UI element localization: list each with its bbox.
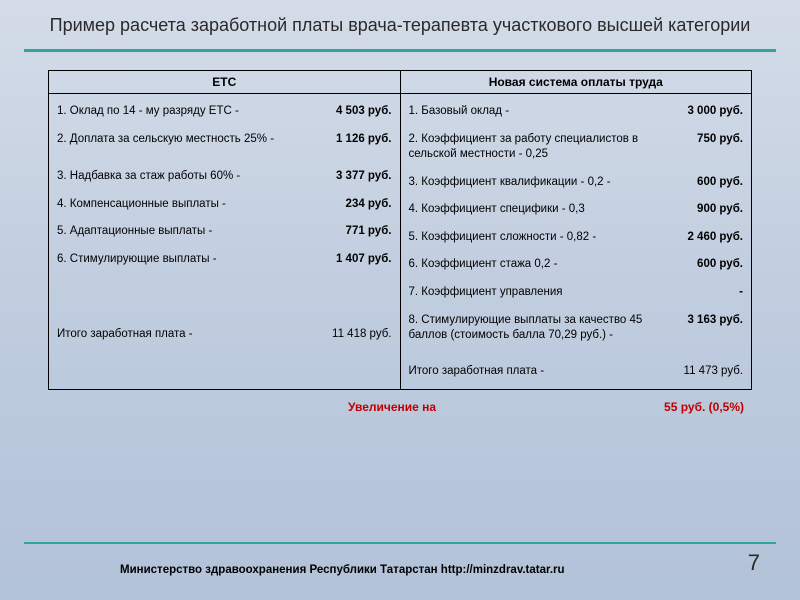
table-row: 8. Стимулирующие выплаты за качество 45 … <box>407 307 746 350</box>
right-column: 1. Базовый оклад -3 000 руб. 2. Коэффици… <box>400 94 752 390</box>
increase-line: Увеличение на 55 руб. (0,5%) <box>48 400 752 414</box>
table-row: 4. Компенсационные выплаты -234 руб. <box>55 191 394 219</box>
table-row: 1. Оклад по 14 - му разряду ЕТС -4 503 р… <box>55 98 394 126</box>
table-row: 4. Коэффициент специфики - 0,3900 руб. <box>407 196 746 224</box>
footer-underline <box>24 542 776 544</box>
table-row: 2. Доплата за сельскую местность 25% -1 … <box>55 126 394 154</box>
footer-text: Министерство здравоохранения Республики … <box>120 564 565 576</box>
title-underline <box>24 49 776 52</box>
table-row: 2. Коэффициент за работу специалистов в … <box>407 126 746 169</box>
table-row: 5. Коэффициент сложности - 0,82 -2 460 р… <box>407 224 746 252</box>
title-text: Пример расчета заработной платы врача-те… <box>40 14 760 37</box>
footer: Министерство здравоохранения Республики … <box>0 542 800 576</box>
table-row: 1. Базовый оклад -3 000 руб. <box>407 98 746 126</box>
left-column: 1. Оклад по 14 - му разряду ЕТС -4 503 р… <box>49 94 401 390</box>
table-row: 3. Коэффициент квалификации - 0,2 -600 р… <box>407 169 746 197</box>
left-total: Итого заработная плата -11 418 руб. <box>55 313 394 349</box>
increase-label: Увеличение на <box>348 400 436 414</box>
page-number: 7 <box>748 550 760 576</box>
header-right: Новая система оплаты труда <box>400 71 752 94</box>
increase-value: 55 руб. (0,5%) <box>664 400 744 414</box>
right-total: Итого заработная плата -11 473 руб. <box>407 350 746 386</box>
comparison-table: ЕТС Новая система оплаты труда 1. Оклад … <box>48 70 752 390</box>
slide-title: Пример расчета заработной платы врача-те… <box>0 0 800 45</box>
table-row: 6. Коэффициент стажа 0,2 -600 руб. <box>407 251 746 279</box>
table-row: 3. Надбавка за стаж работы 60% -3 377 ру… <box>55 163 394 191</box>
header-left: ЕТС <box>49 71 401 94</box>
table-row: 7. Коэффициент управления- <box>407 279 746 307</box>
table-row: 6. Стимулирующие выплаты -1 407 руб. <box>55 246 394 274</box>
table-row: 5. Адаптационные выплаты -771 руб. <box>55 218 394 246</box>
